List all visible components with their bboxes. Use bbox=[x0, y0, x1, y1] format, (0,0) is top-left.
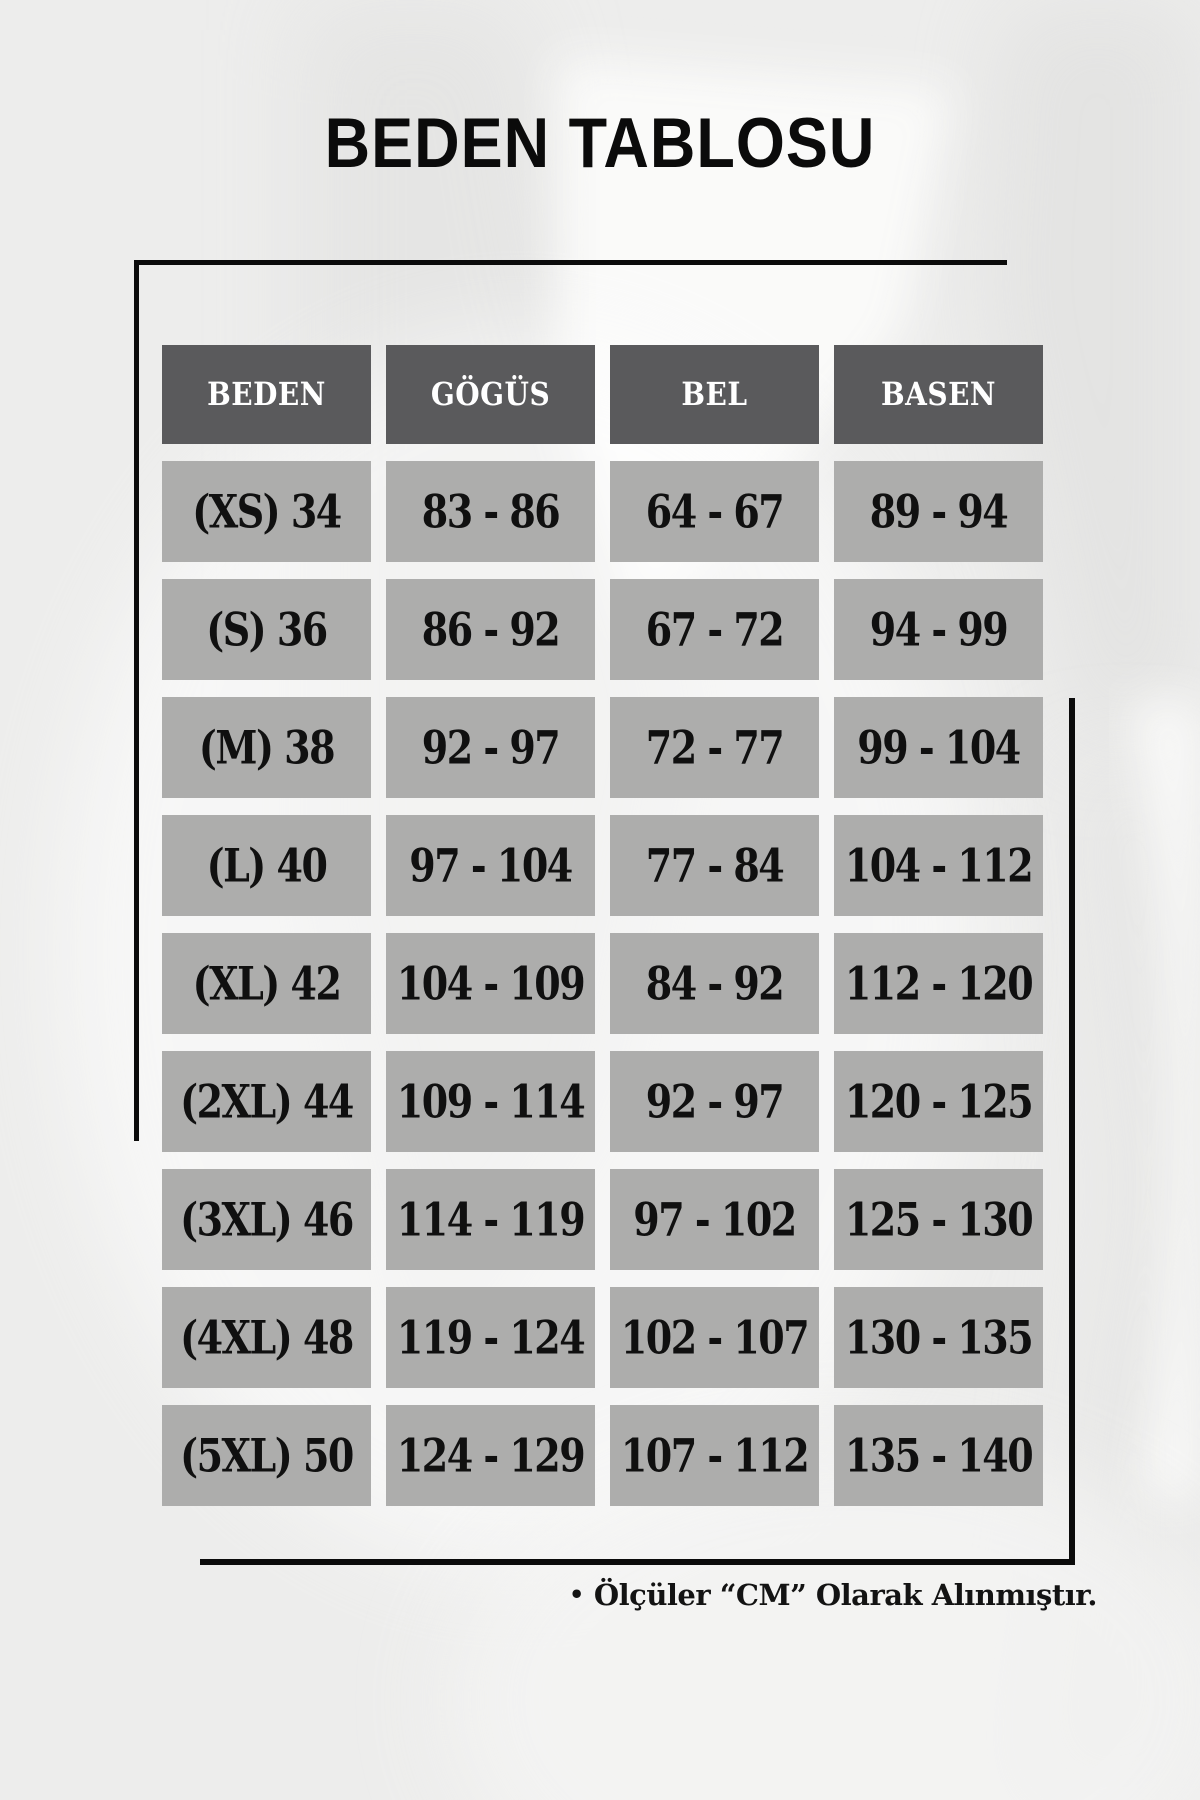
size-table: BEDEN GÖGÜS BEL BASEN (XS) 34 83 - 86 64… bbox=[162, 345, 1043, 1506]
table-cell-hip: 112 - 120 bbox=[834, 933, 1043, 1034]
table-cell-hip: 89 - 94 bbox=[834, 461, 1043, 562]
table-cell-size: (4XL) 48 bbox=[162, 1287, 371, 1388]
table-cell-waist: 72 - 77 bbox=[610, 697, 819, 798]
table-cell-hip: 120 - 125 bbox=[834, 1051, 1043, 1152]
column-header-gogus: GÖGÜS bbox=[386, 345, 595, 444]
table-cell-size: (M) 38 bbox=[162, 697, 371, 798]
column-header-basen: BASEN bbox=[834, 345, 1043, 444]
decorative-frame-top-left bbox=[134, 260, 1007, 1141]
bullet-icon: • bbox=[569, 1580, 584, 1609]
table-cell-waist: 97 - 102 bbox=[610, 1169, 819, 1270]
table-cell-waist: 77 - 84 bbox=[610, 815, 819, 916]
measurement-unit-note-text: Ölçüler “CM” Olarak Alınmıştır. bbox=[593, 1578, 1098, 1612]
table-cell-chest: 109 - 114 bbox=[386, 1051, 595, 1152]
table-cell-hip: 125 - 130 bbox=[834, 1169, 1043, 1270]
table-cell-chest: 124 - 129 bbox=[386, 1405, 595, 1506]
table-cell-size: (2XL) 44 bbox=[162, 1051, 371, 1152]
table-cell-hip: 104 - 112 bbox=[834, 815, 1043, 916]
table-cell-size: (S) 36 bbox=[162, 579, 371, 680]
table-cell-size: (XL) 42 bbox=[162, 933, 371, 1034]
page-title: BEDEN TABLOSU bbox=[324, 104, 876, 183]
table-cell-chest: 114 - 119 bbox=[386, 1169, 595, 1270]
table-cell-hip: 135 - 140 bbox=[834, 1405, 1043, 1506]
table-cell-chest: 104 - 109 bbox=[386, 933, 595, 1034]
table-cell-waist: 84 - 92 bbox=[610, 933, 819, 1034]
table-cell-waist: 67 - 72 bbox=[610, 579, 819, 680]
table-cell-chest: 83 - 86 bbox=[386, 461, 595, 562]
measurement-unit-note: • Ölçüler “CM” Olarak Alınmıştır. bbox=[0, 1578, 1097, 1612]
table-cell-chest: 119 - 124 bbox=[386, 1287, 595, 1388]
table-cell-waist: 102 - 107 bbox=[610, 1287, 819, 1388]
table-cell-waist: 92 - 97 bbox=[610, 1051, 819, 1152]
table-cell-size: (XS) 34 bbox=[162, 461, 371, 562]
table-cell-hip: 99 - 104 bbox=[834, 697, 1043, 798]
column-header-beden: BEDEN bbox=[162, 345, 371, 444]
table-cell-waist: 64 - 67 bbox=[610, 461, 819, 562]
table-cell-size: (3XL) 46 bbox=[162, 1169, 371, 1270]
decorative-frame-bottom-right bbox=[200, 698, 1075, 1565]
table-cell-waist: 107 - 112 bbox=[610, 1405, 819, 1506]
table-cell-chest: 86 - 92 bbox=[386, 579, 595, 680]
table-cell-chest: 97 - 104 bbox=[386, 815, 595, 916]
table-cell-size: (5XL) 50 bbox=[162, 1405, 371, 1506]
column-header-bel: BEL bbox=[610, 345, 819, 444]
table-cell-hip: 94 - 99 bbox=[834, 579, 1043, 680]
table-cell-size: (L) 40 bbox=[162, 815, 371, 916]
table-cell-hip: 130 - 135 bbox=[834, 1287, 1043, 1388]
table-cell-chest: 92 - 97 bbox=[386, 697, 595, 798]
